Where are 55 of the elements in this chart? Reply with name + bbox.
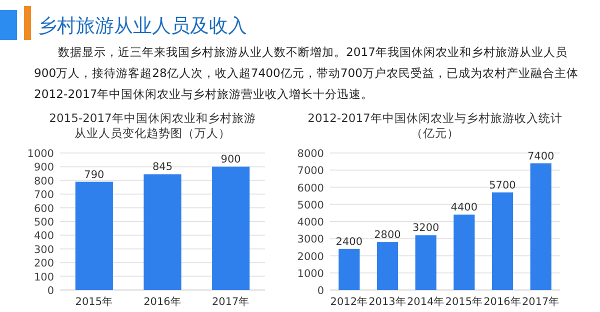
- x-tick-label: 2013年: [368, 296, 406, 308]
- bar: [492, 192, 514, 290]
- y-tick-label: 2000: [297, 250, 324, 263]
- chart-subtitle: （亿元）: [411, 126, 459, 140]
- data-label: 2400: [336, 236, 363, 248]
- x-tick-label: 2012年: [330, 296, 368, 308]
- data-label: 3200: [412, 222, 440, 234]
- chart-title: 2012-2017年中国休闲农业与乡村旅游收入统计: [308, 111, 562, 125]
- y-tick-label: 1000: [297, 268, 324, 280]
- y-tick-label: 100: [34, 271, 54, 284]
- text: 数据显示，近三年来我国乡村旅游从业人数不断增加。2017年我国休闲农业和乡村旅游从业人员: [58, 45, 568, 59]
- y-tick-label: 7000: [297, 165, 324, 178]
- y-tick-label: 0: [317, 285, 324, 297]
- data-label: 790: [84, 168, 104, 181]
- data-label: 7400: [527, 150, 554, 162]
- y-tick-label: 1000: [27, 148, 54, 160]
- y-tick-label: 3000: [297, 234, 324, 246]
- y-tick-label: 8000: [297, 148, 324, 160]
- data-label: 2800: [374, 229, 401, 242]
- data-label: 4400: [450, 202, 478, 214]
- y-tick-label: 500: [34, 216, 54, 228]
- y-tick-label: 4000: [297, 216, 324, 228]
- x-tick-label: 2017年: [522, 296, 560, 308]
- bar: [376, 242, 398, 290]
- y-tick-label: 600: [34, 202, 54, 215]
- bar: [338, 248, 360, 290]
- x-tick-label: 2015年: [445, 296, 484, 308]
- data-label: 900: [220, 154, 241, 166]
- y-tick-label: 700: [34, 189, 54, 202]
- y-tick-label: 200: [34, 258, 54, 270]
- text: 乡村旅游从业人员及收入: [38, 15, 247, 37]
- x-tick-label: 2016年: [144, 296, 182, 308]
- x-tick-label: 2017年: [212, 296, 250, 308]
- y-tick-label: 6000: [297, 182, 324, 194]
- text: 900万人，接待游客超28亿人次，收入超7400亿元，带动700万户农民受益，已成为农村产业融合主体: [34, 66, 579, 80]
- chart-subtitle: 从业人员变化趋势图（万人）: [74, 126, 230, 140]
- chart-title: 2015-2017年中国休闲农业和乡村旅游: [49, 111, 256, 125]
- y-tick-label: 5000: [297, 199, 324, 212]
- text: 2012-2017年中国休闲农业与乡村旅游营业收入增长十分迅速。: [34, 87, 374, 101]
- data-label: 5700: [489, 179, 516, 192]
- y-tick-label: 300: [34, 244, 54, 256]
- x-tick-label: 2014年: [406, 296, 445, 308]
- bar: [75, 182, 113, 290]
- x-tick-label: 2016年: [484, 296, 522, 308]
- bar: [144, 174, 182, 290]
- y-tick-label: 0: [47, 285, 54, 297]
- bar: [415, 235, 436, 290]
- bar: [212, 166, 250, 290]
- data-label: 845: [152, 161, 173, 174]
- y-tick-label: 800: [34, 175, 54, 188]
- y-tick-label: 400: [34, 230, 54, 242]
- x-tick-label: 2015年: [75, 296, 114, 308]
- y-tick-label: 900: [34, 162, 54, 174]
- bar: [454, 214, 475, 290]
- bar: [530, 163, 552, 290]
